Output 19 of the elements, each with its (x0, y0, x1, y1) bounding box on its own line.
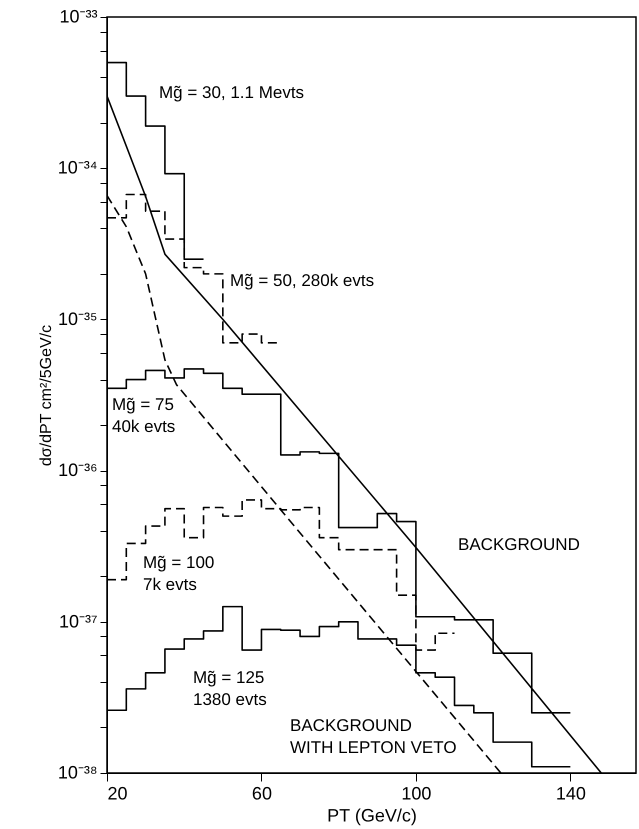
y-tick-label: 10⁻³⁸ (58, 762, 98, 782)
y-tick-label: 10⁻³⁴ (58, 158, 98, 178)
annotation: Mg̃ = 30, 1.1 Mevts (159, 83, 304, 102)
y-tick-label: 10⁻³⁵ (58, 308, 98, 329)
annotation: BACKGROUND WITH LEPTON VETO (290, 716, 457, 757)
y-tick-label: 10⁻³³ (59, 6, 98, 26)
y-tick-label: 10⁻³⁶ (58, 460, 98, 480)
y-axis-title: dσ/dPT cm²/5GeV/c (38, 324, 55, 466)
annotation: Mg̃ = 100 7k evts (143, 553, 214, 594)
x-tick-label: 20 (108, 784, 128, 804)
annotation: Mg̃ = 75 40k evts (112, 395, 176, 436)
x-tick-label: 100 (401, 784, 432, 804)
x-tick-label: 60 (252, 784, 272, 804)
annotation: BACKGROUND (458, 535, 580, 554)
annotation: Mg̃ = 50, 280k evts (230, 271, 374, 290)
x-tick-label: 140 (556, 784, 586, 804)
x-axis-title: PT (GeV/c) (327, 806, 417, 826)
annotation: Mg̃ = 125 1380 evts (193, 668, 267, 709)
y-tick-label: 10⁻³⁷ (58, 611, 98, 632)
